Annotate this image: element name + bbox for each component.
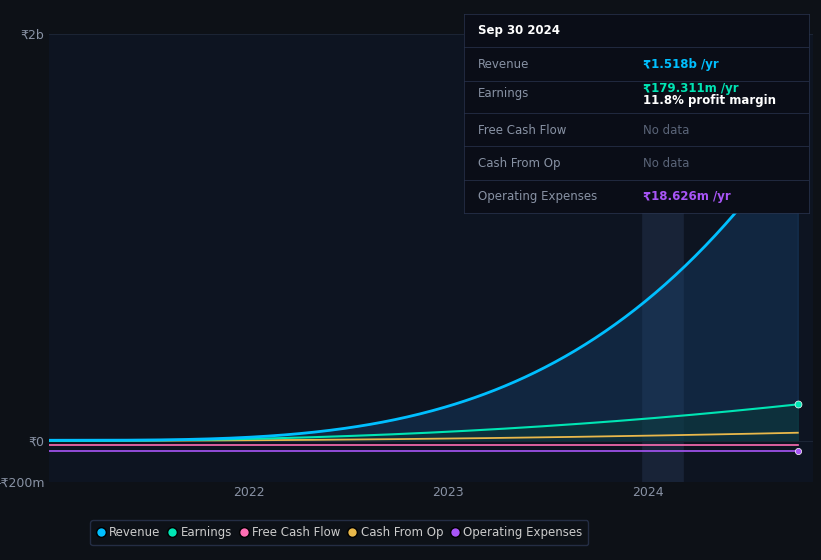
- Text: Operating Expenses: Operating Expenses: [478, 190, 597, 203]
- Text: Revenue: Revenue: [478, 58, 529, 71]
- Text: Earnings: Earnings: [478, 87, 529, 100]
- Point: [791, 400, 805, 409]
- Text: No data: No data: [643, 124, 690, 137]
- Point: [791, 446, 805, 455]
- Text: Cash From Op: Cash From Op: [478, 157, 560, 170]
- Point: [791, 127, 805, 136]
- Text: Sep 30 2024: Sep 30 2024: [478, 25, 560, 38]
- Text: Free Cash Flow: Free Cash Flow: [478, 124, 566, 137]
- Text: ₹18.626m /yr: ₹18.626m /yr: [643, 190, 731, 203]
- Text: 11.8% profit margin: 11.8% profit margin: [643, 94, 776, 107]
- Text: ₹1.518b /yr: ₹1.518b /yr: [643, 58, 719, 71]
- Text: No data: No data: [643, 157, 690, 170]
- Legend: Revenue, Earnings, Free Cash Flow, Cash From Op, Operating Expenses: Revenue, Earnings, Free Cash Flow, Cash …: [90, 520, 589, 545]
- Text: ₹179.311m /yr: ₹179.311m /yr: [643, 82, 739, 95]
